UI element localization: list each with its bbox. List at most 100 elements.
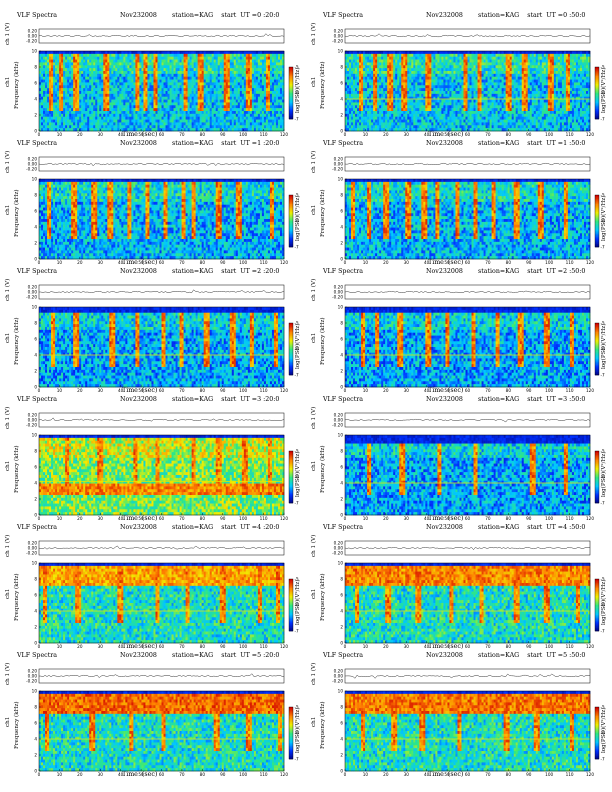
spectrogram-cell [191,73,194,78]
spectrogram-cell [95,125,98,129]
spectrogram-cell [541,76,545,80]
spectrogram-cell [55,93,58,98]
spectrogram-cell [63,111,66,115]
spectrogram-cell [265,59,269,63]
spectrogram-cell [457,73,460,78]
spectrogram-cell [257,91,261,95]
spectrogram-cell [159,108,162,112]
spectrogram-cell [127,79,130,83]
spectrogram-cell [415,79,418,83]
spectrogram-cell [237,82,241,86]
spectrogram-cell [197,73,200,78]
spectrogram-cell [501,73,504,78]
spectrogram-cell [415,62,418,66]
spectrogram-cell [95,102,98,106]
spectrogram-cell [503,82,506,86]
spectrogram-cell [199,71,202,75]
spectrogram-cell [43,79,46,83]
spectrogram-cell [561,53,565,58]
spectrogram-cell [115,73,118,78]
spectrogram-cell [241,51,245,55]
spectrogram-cell [267,62,271,66]
spectrogram-cell [53,79,56,83]
spectrogram-cell [479,82,482,86]
spectrogram-cell [131,51,134,55]
spectrogram-cell [81,105,84,109]
spectrogram-cell [433,82,436,86]
spectrogram-cell [195,119,198,123]
spectrogram-cell [447,71,450,75]
spectrogram-cell [223,51,227,55]
spectrogram-cell [241,122,245,126]
spectrogram-cell [491,79,494,83]
spectrogram-cell [369,53,372,58]
spectrogram-cell [555,59,559,63]
spectrogram-cell [135,85,138,89]
spectrogram-cell [87,122,90,126]
spectrogram-cell [139,128,142,132]
spectrogram-cell [143,99,146,103]
spectrogram-cell [381,76,384,80]
spectrogram-cell [433,59,436,63]
spectrogram-cell [93,108,96,112]
spectrogram-cell [55,91,58,95]
spectrogram-cell [509,73,512,78]
spectrogram-cell [117,105,120,109]
spectrogram-cell [551,59,555,63]
spectrogram-cell [49,102,52,106]
spectrogram-cell [419,79,422,83]
spectrogram-cell [127,53,130,58]
spectrogram-cell [99,73,102,78]
spectrogram-cell [145,125,148,129]
spectrogram-cell [355,79,358,83]
spectrogram-cell [169,105,172,109]
spectrogram-cell [111,76,114,80]
spectrogram-cell [579,56,583,60]
spectrogram-cell [125,53,128,58]
spectrogram-cell [439,73,442,78]
spectrogram-cell [119,73,122,78]
spectrogram-cell [257,62,261,66]
spectrogram-cell [79,111,82,115]
spectrogram-cell [477,59,480,63]
spectrogram-cell [229,79,233,83]
spectrogram-cell [381,65,384,69]
spectrogram-cell [129,91,132,95]
spectrogram-cell [569,65,573,69]
spectrogram-cell [161,119,164,123]
spectrogram-cell [273,111,277,115]
spectrogram-cell [177,102,180,106]
spectrogram-cell [403,59,406,63]
spectrogram-cell [57,73,60,78]
spectrogram-cell [91,68,94,72]
spectrogram-cell [39,113,42,118]
spectrogram-cell [275,105,279,109]
spectrogram-cell [135,119,138,123]
spectrogram-cell [59,102,62,106]
spectrogram-cell [505,51,508,55]
spectrogram-cell [225,73,229,78]
spectrogram-cell [251,108,255,112]
spectrogram-cell [213,73,217,78]
spectrogram-cell [215,102,219,106]
spectrogram-cell [239,76,243,80]
spectrogram-cell [149,122,152,126]
spectrogram-cell [567,76,571,80]
spectrogram-cell [91,99,94,103]
spectrogram-cell [523,73,527,78]
spectrogram-cell [133,102,136,106]
spectrogram-cell [569,82,573,86]
spectrogram-cell [453,76,456,80]
spectrogram-cell [159,76,162,80]
spectrogram-cell [167,76,170,80]
spectrogram-cell [121,51,124,55]
spectrogram-cell [195,59,198,63]
spectrogram-cell [565,53,569,58]
spectrogram-cell [361,65,364,69]
spectrogram-cell [163,56,166,60]
spectrogram-cell [63,96,66,100]
spectrogram-cell [45,122,48,126]
spectrogram-cell [355,82,358,86]
spectrogram-cell [209,125,213,129]
spectrogram-cell [145,119,148,123]
